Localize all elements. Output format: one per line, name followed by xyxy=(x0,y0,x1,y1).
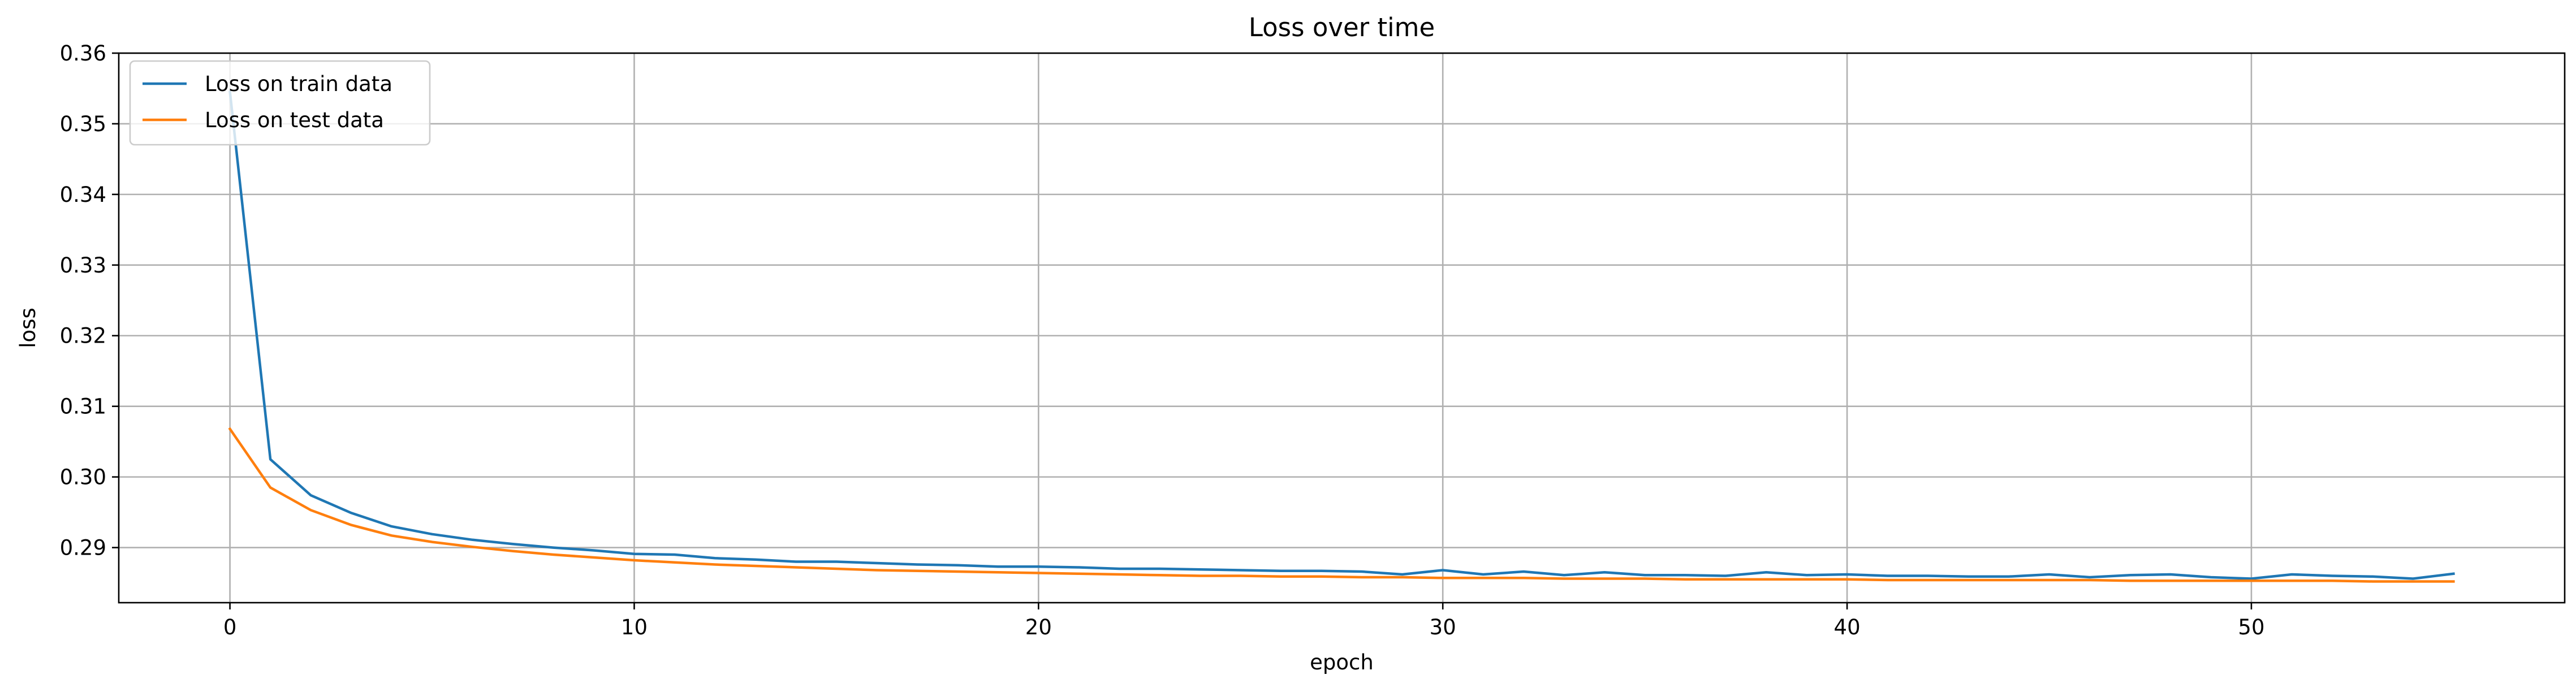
x-tick-label: 0 xyxy=(223,615,237,639)
axis-ticks: 0 10 20 30 40 50 0.29 0.30 0.31 0.32 0.33 0.34 0.35 0… xyxy=(60,41,2265,639)
series-line-train xyxy=(228,90,2455,580)
axes-frame xyxy=(118,52,2566,604)
y-tick-label: 0.32 xyxy=(60,324,106,348)
x-axis-label: epoch xyxy=(1310,650,1374,674)
y-tick-label: 0.33 xyxy=(60,253,106,278)
x-tick-label: 30 xyxy=(1430,615,1456,639)
x-tick-label: 50 xyxy=(2238,615,2264,639)
x-tick-label: 40 xyxy=(1834,615,1861,639)
chart-title: Loss over time xyxy=(1249,12,1435,42)
y-tick-label: 0.30 xyxy=(60,465,106,490)
x-tick-label: 20 xyxy=(1025,615,1052,639)
y-tick-label: 0.36 xyxy=(60,41,106,66)
series-lines xyxy=(228,90,2455,583)
y-tick-label: 0.34 xyxy=(60,183,106,207)
x-tick-label: 10 xyxy=(621,615,648,639)
y-axis-label: loss xyxy=(16,308,40,348)
legend-label: Loss on train data xyxy=(205,72,392,96)
legend: Loss on train data Loss on test data xyxy=(129,60,431,146)
y-tick-label: 0.35 xyxy=(60,112,106,136)
series-line-test xyxy=(228,427,2455,583)
legend-label: Loss on test data xyxy=(205,108,384,132)
y-tick-label: 0.31 xyxy=(60,395,106,419)
legend-box xyxy=(129,60,431,146)
y-tick-label: 0.29 xyxy=(60,536,106,560)
